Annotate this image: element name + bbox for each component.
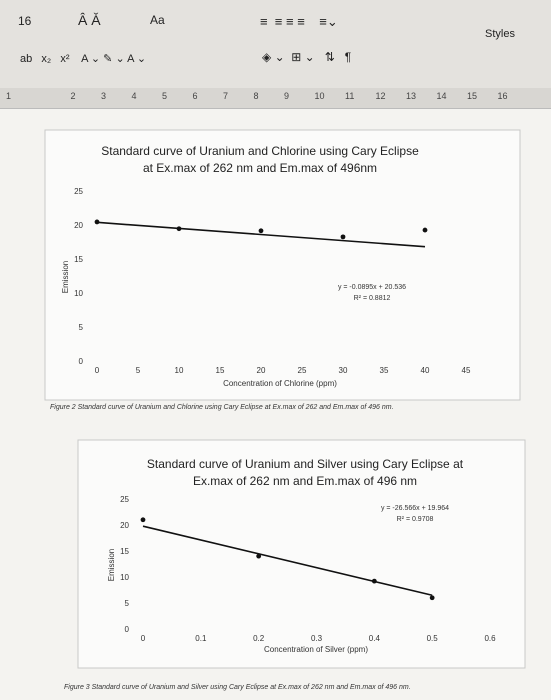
x-tick-label: 0.3 [311, 634, 323, 643]
x-tick-label: 35 [380, 366, 389, 375]
y-tick-label: 20 [120, 521, 129, 530]
x-tick-label: 20 [257, 366, 266, 375]
ruler-number: 15 [467, 91, 478, 101]
ruler-number: 11 [345, 91, 355, 101]
ruler-number: 9 [284, 91, 290, 101]
x-tick-label: 0.4 [369, 634, 381, 643]
x-axis-title: Concentration of Chlorine (ppm) [223, 379, 337, 388]
data-point [176, 226, 182, 232]
ruler-number: 2 [70, 91, 76, 101]
format-buttons[interactable]: ab x₂ x² A ⌄ ✎ ⌄ A ⌄ [20, 53, 147, 65]
x-tick-label: 5 [136, 366, 141, 375]
y-tick-label: 10 [120, 573, 129, 582]
styles-button[interactable]: Styles [485, 28, 515, 40]
ruler-number: 3 [101, 91, 107, 101]
data-point [429, 595, 435, 601]
ruler-number: 4 [131, 91, 137, 101]
trendline-equation: y = -0.0895x + 20.536 [338, 284, 406, 291]
x-tick-label: 30 [339, 366, 348, 375]
x-tick-label: 45 [462, 366, 471, 375]
x-tick-label: 40 [421, 366, 430, 375]
y-tick-label: 5 [125, 599, 130, 608]
data-point [258, 228, 264, 234]
border-buttons[interactable]: ◈ ⌄ ⊞ ⌄ ⇅ ¶ [262, 50, 352, 64]
font-size[interactable]: 16 [18, 14, 32, 28]
data-point [140, 517, 146, 523]
x-tick-label: 0.6 [484, 634, 496, 643]
ruler-number: 14 [436, 91, 447, 101]
y-tick-label: 0 [79, 357, 84, 366]
data-point [371, 578, 377, 584]
y-tick-label: 25 [120, 495, 129, 504]
y-tick-label: 25 [74, 187, 83, 196]
ruler-number: 6 [192, 91, 198, 101]
x-tick-label: 0.1 [195, 634, 207, 643]
trendline [96, 221, 426, 248]
font-grow[interactable]: Â Ǎ [78, 12, 101, 28]
y-tick-label: 10 [74, 289, 83, 298]
toolbar: 16 Â Ǎ Aa ab x₂ x² A ⌄ ✎ ⌄ A ⌄ ≡ ≡ ≡ ≡… [0, 0, 551, 88]
x-tick-label: 0.2 [253, 634, 265, 643]
x-tick-label: 0.5 [427, 634, 439, 643]
ruler-number: 7 [223, 91, 229, 101]
trendline [142, 525, 433, 597]
data-point [256, 553, 262, 559]
y-axis-title: Emission [107, 549, 116, 581]
figure-caption: Figure 3 Standard curve of Uranium and S… [64, 684, 411, 691]
x-tick-label: 15 [216, 366, 225, 375]
chart-title: Standard curve of Uranium and Chlorine u… [101, 144, 419, 175]
paragraph-buttons[interactable]: ≡ ≡ ≡ ≡ ≡⌄ [260, 14, 338, 29]
ruler-number: 12 [375, 91, 386, 101]
chart-frame [77, 439, 526, 669]
data-point [94, 219, 100, 225]
ruler-number: 8 [253, 91, 259, 101]
figure-caption: Figure 2 Standard curve of Uranium and C… [50, 404, 394, 411]
data-point [422, 227, 428, 233]
chart-frame [44, 129, 521, 401]
x-axis-title: Concentration of Silver (ppm) [264, 645, 368, 654]
ruler-number: 1 [6, 91, 12, 101]
y-tick-label: 5 [79, 323, 84, 332]
ruler-number: 13 [406, 91, 417, 101]
y-tick-label: 20 [74, 221, 83, 230]
ruler: 1 2 3 4 5 6 7 8 9 10 11 12 13 14 15 16 [0, 88, 551, 109]
x-tick-label: 25 [298, 366, 307, 375]
r-squared: R² = 0.9708 [397, 516, 434, 523]
y-axis-title: Emission [61, 261, 70, 293]
data-point [340, 234, 346, 240]
x-tick-label: 0 [141, 634, 146, 643]
trendline-equation: y = -26.566x + 19.964 [381, 505, 449, 512]
x-tick-label: 10 [175, 366, 184, 375]
ruler-number: 10 [314, 91, 325, 101]
chart-title: Standard curve of Uranium and Silver usi… [146, 457, 464, 488]
change-case[interactable]: Aa [150, 13, 165, 27]
y-tick-label: 15 [120, 547, 129, 556]
y-tick-label: 0 [125, 625, 130, 634]
ruler-number: 5 [162, 91, 168, 101]
ruler-number: 16 [497, 91, 508, 101]
y-tick-label: 15 [74, 255, 83, 264]
r-squared: R² = 0.8812 [354, 295, 391, 302]
x-tick-label: 0 [95, 366, 100, 375]
